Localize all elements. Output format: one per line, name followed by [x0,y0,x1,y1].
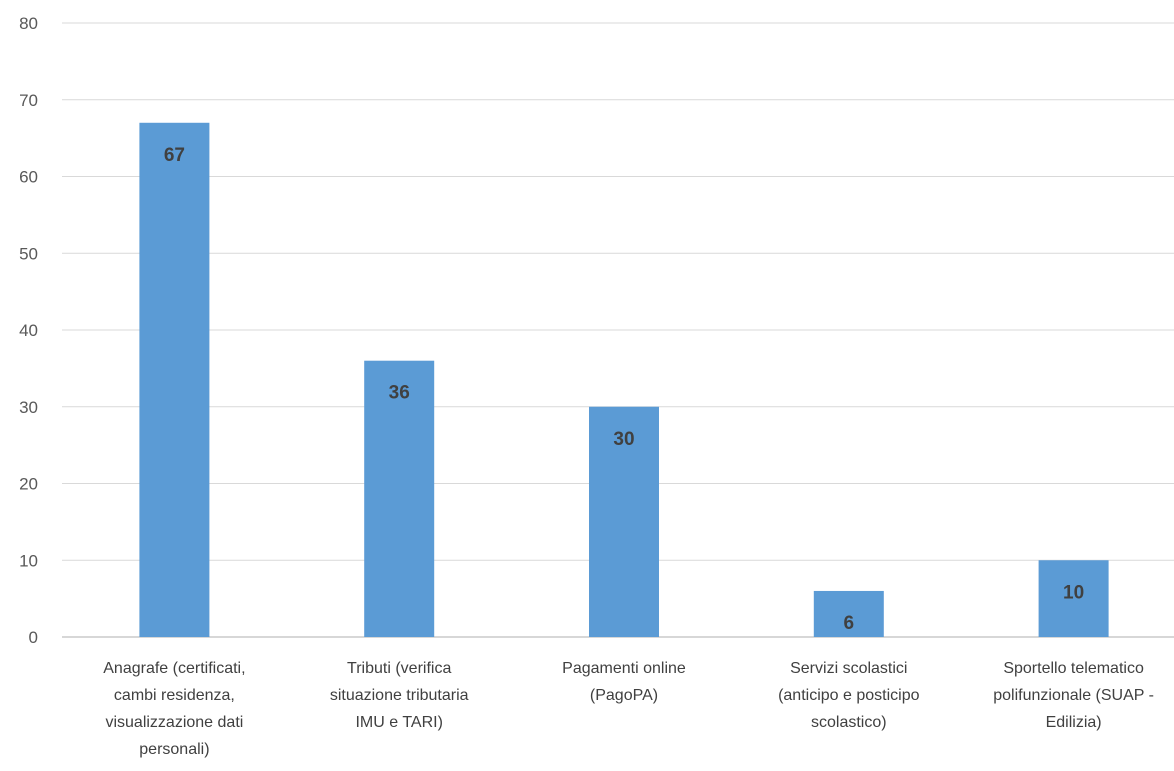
data-label: 67 [164,145,185,166]
y-tick-label: 50 [19,244,38,263]
category-label-line: personali) [139,741,209,758]
x-axis-categories: Anagrafe (certificati, cambi residenza, vi… [103,660,1154,758]
category-label-line: situazione tributaria [330,687,469,704]
bar [813,590,884,637]
bar [1038,560,1109,637]
y-tick-label: 30 [19,398,38,417]
data-label: 6 [844,613,855,634]
category-label: Tributi (verifica situazione tributaria IM… [330,660,469,731]
category-label-line: (PagoPA) [590,687,658,704]
y-tick-label: 80 [19,14,38,33]
gridlines [62,22,1174,638]
category-label-line: IMU e TARI) [355,714,442,731]
category-label: Sportello telematico polifunzionale (SUAP… [993,660,1154,731]
category-label-line: Anagrafe (certificati, [103,660,245,677]
bar [139,122,210,637]
category-label-line: Servizi scolastici [790,660,907,677]
y-tick-label: 70 [19,91,38,110]
bars [139,122,1109,637]
category-label-line: visualizzazione dati [105,714,243,731]
data-label: 36 [389,383,410,404]
bar [589,406,659,637]
category-label: Servizi scolastici (anticipo e posticipo s… [778,660,920,731]
y-tick-label: 40 [19,321,38,340]
category-label: Pagamenti online (PagoPA) [562,660,686,704]
data-label: 10 [1063,582,1084,603]
y-tick-label: 10 [19,551,38,570]
y-tick-label: 60 [19,168,38,187]
category-label-line: polifunzionale (SUAP - [993,687,1154,704]
category-label-line: cambi residenza, [114,687,235,704]
category-label-line: (anticipo e posticipo [778,687,920,704]
category-label: Anagrafe (certificati, cambi residenza, vi… [103,660,245,758]
y-axis-ticks: 0 10 20 30 40 50 60 70 80 [19,14,38,647]
category-label-line: Sportello telematico [1003,660,1144,677]
data-labels: 67 36 30 6 10 [164,145,1084,634]
bar [364,360,435,637]
category-label-line: Edilizia) [1046,714,1102,731]
category-label-line: Tributi (verifica [347,660,451,677]
data-label: 30 [613,429,634,450]
y-tick-label: 20 [19,475,38,494]
category-label-line: scolastico) [811,714,887,731]
y-tick-label: 0 [29,628,38,647]
category-label-line: Pagamenti online [562,660,686,677]
